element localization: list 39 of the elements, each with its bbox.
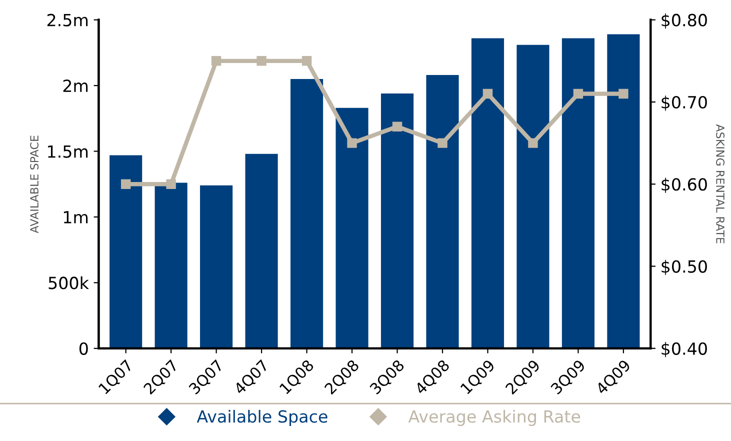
point [392, 122, 402, 132]
bar [110, 155, 142, 348]
y2-tick-label: $0.80 [662, 14, 707, 29]
bar [516, 44, 550, 348]
bar [200, 185, 233, 348]
bar [245, 154, 278, 348]
point [438, 138, 448, 148]
bar [562, 38, 594, 348]
point [211, 56, 222, 66]
point [618, 88, 628, 99]
y2-axis-title: ASKING RENTAL RATE [716, 124, 724, 244]
point [256, 56, 266, 66]
point [166, 179, 176, 189]
bar [607, 34, 640, 348]
point [302, 56, 312, 66]
y-tick-label: 1.5m [48, 145, 88, 158]
y-tick-label: 0 [79, 342, 88, 355]
y2-tick-label: $0.70 [662, 96, 707, 111]
point [347, 138, 357, 148]
bar [471, 38, 504, 348]
bar [426, 75, 459, 348]
point [120, 179, 131, 189]
y2-tick-label: $0.40 [662, 342, 707, 358]
y-tick-label: 2m [63, 80, 88, 92]
y-tick-label: 1m [64, 211, 88, 224]
legend-label: Available Space [196, 410, 328, 426]
y-tick-label: 2.5m [47, 14, 88, 26]
y-tick-label: 500k [48, 276, 89, 290]
legend-label: Average Asking Rate [408, 410, 580, 426]
point [573, 88, 584, 99]
bar [336, 108, 368, 348]
bar [380, 93, 414, 348]
bar [154, 182, 188, 348]
y2-tick-label: $0.60 [662, 178, 707, 193]
bar [290, 78, 324, 348]
point [482, 88, 493, 99]
point [528, 138, 538, 148]
y-axis-title: AVAILABLE SPACE [30, 136, 39, 234]
y2-tick-label: $0.50 [662, 260, 707, 276]
